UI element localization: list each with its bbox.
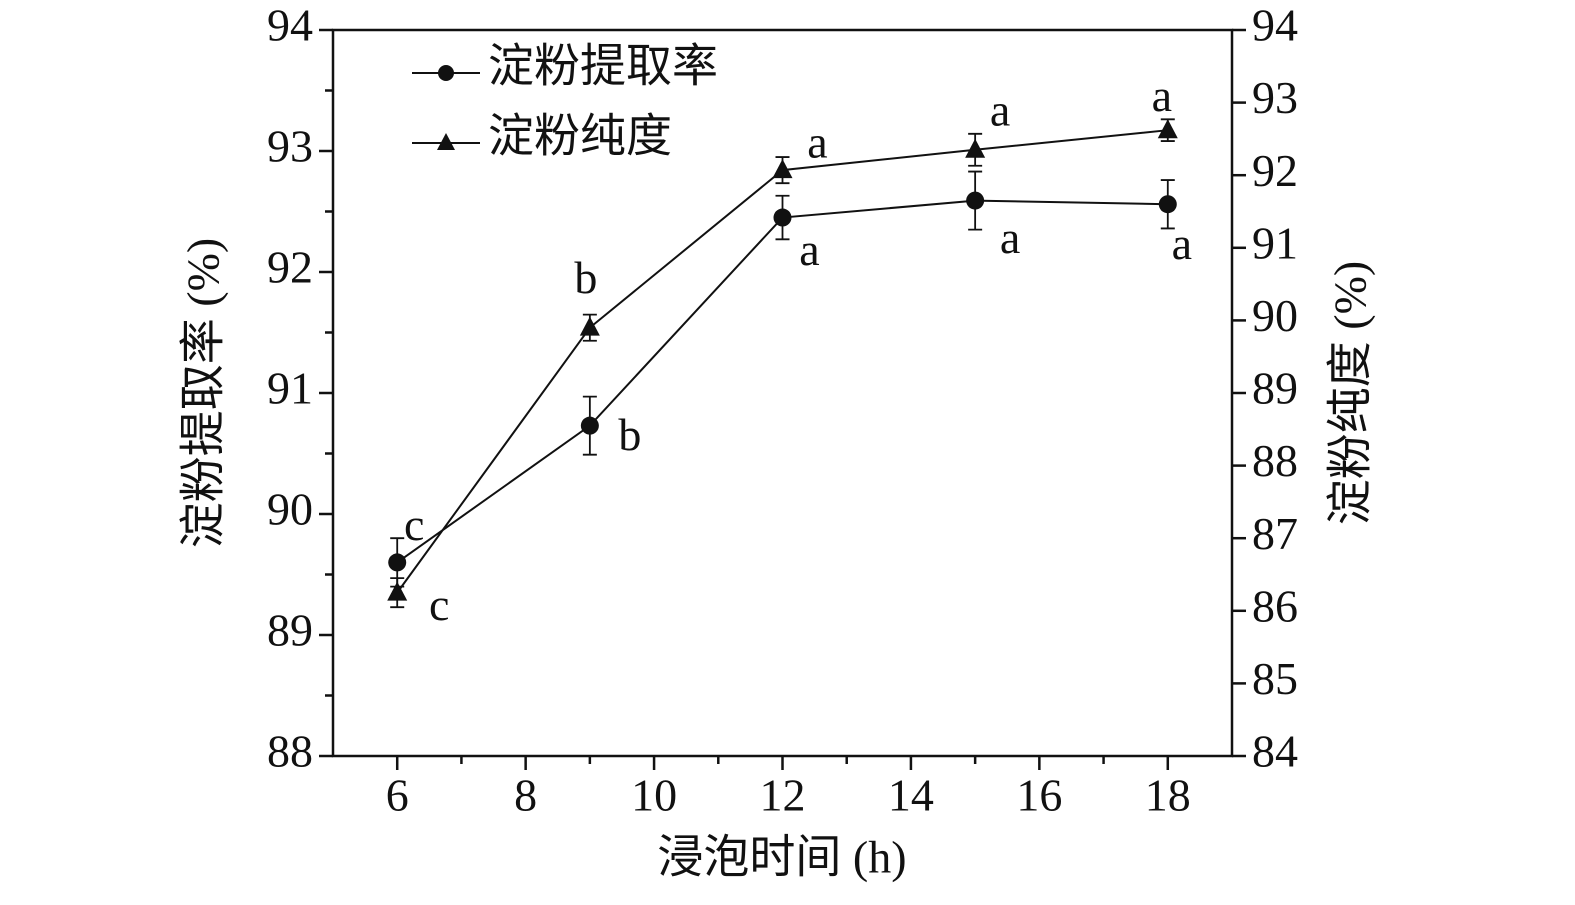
- y2-tick-label: 90: [1252, 290, 1298, 341]
- legend-marker: [438, 65, 454, 81]
- x-axis-label: 浸泡时间 (h): [657, 832, 906, 883]
- legend-label: 淀粉纯度: [488, 111, 672, 162]
- x-tick-label: 14: [888, 770, 934, 821]
- y-tick-label: 88: [267, 726, 313, 777]
- significance-label: a: [807, 117, 827, 168]
- legend-label: 淀粉提取率: [488, 41, 718, 92]
- data-point: [966, 191, 985, 210]
- x-tick-label: 16: [1016, 770, 1062, 821]
- significance-label: b: [618, 409, 641, 460]
- x-tick-label: 8: [514, 770, 537, 821]
- y-tick-label: 92: [267, 242, 313, 293]
- y2-tick-label: 94: [1252, 0, 1298, 51]
- y2-tick-label: 93: [1252, 72, 1298, 123]
- x-tick-label: 10: [631, 770, 677, 821]
- data-point: [965, 138, 986, 158]
- significance-label: c: [404, 499, 424, 550]
- significance-label: a: [799, 224, 819, 275]
- y-tick-label: 89: [267, 605, 313, 656]
- data-point: [1158, 195, 1177, 214]
- data-point: [387, 581, 408, 601]
- y-axis-label: 淀粉提取率 (%): [178, 238, 229, 548]
- significance-label: a: [1000, 212, 1020, 263]
- y2-axis-label: 淀粉纯度 (%): [1325, 261, 1376, 525]
- plot-frame: [331, 28, 1234, 758]
- y2-tick-label: 89: [1252, 363, 1298, 414]
- y2-tick-label: 88: [1252, 435, 1298, 486]
- significance-label: a: [990, 84, 1010, 135]
- data-point: [388, 553, 407, 572]
- data-point: [772, 159, 793, 179]
- x-tick-label: 12: [760, 770, 806, 821]
- data-point: [773, 208, 792, 227]
- y2-tick-label: 92: [1252, 145, 1298, 196]
- y2-tick-label: 87: [1252, 508, 1298, 559]
- y-tick-label: 91: [267, 363, 313, 414]
- x-tick-label: 6: [386, 770, 409, 821]
- y2-tick-label: 86: [1252, 580, 1298, 631]
- significance-label: a: [1172, 218, 1192, 269]
- data-point: [580, 416, 599, 435]
- y-tick-label: 93: [267, 121, 313, 172]
- significance-label: a: [1152, 70, 1172, 121]
- y2-tick-label: 91: [1252, 217, 1298, 268]
- data-point: [1157, 119, 1178, 139]
- data-point: [579, 316, 600, 336]
- x-tick-label: 18: [1145, 770, 1191, 821]
- legend-marker: [437, 133, 455, 150]
- y-tick-label: 94: [267, 0, 313, 51]
- y2-tick-label: 85: [1252, 653, 1298, 704]
- y-tick-label: 90: [267, 484, 313, 535]
- significance-label: b: [574, 252, 597, 303]
- series-line: [396, 199, 1168, 564]
- y2-tick-label: 84: [1252, 726, 1298, 777]
- significance-label: c: [429, 579, 449, 630]
